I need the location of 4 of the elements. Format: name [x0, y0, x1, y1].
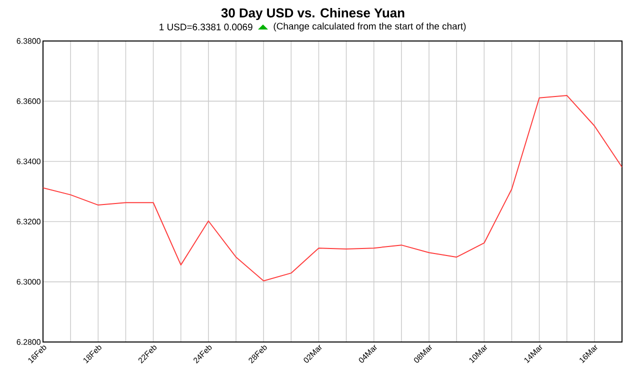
chart-subtitle: 1 USD=6.3381 0.0069 — [160, 24, 252, 30]
chart-title: 30 Day USD vs. Chinese Yuan — [221, 8, 404, 20]
text: (Change calculated from the start of the chart) — [274, 22, 466, 32]
line-series — [43, 94, 622, 282]
